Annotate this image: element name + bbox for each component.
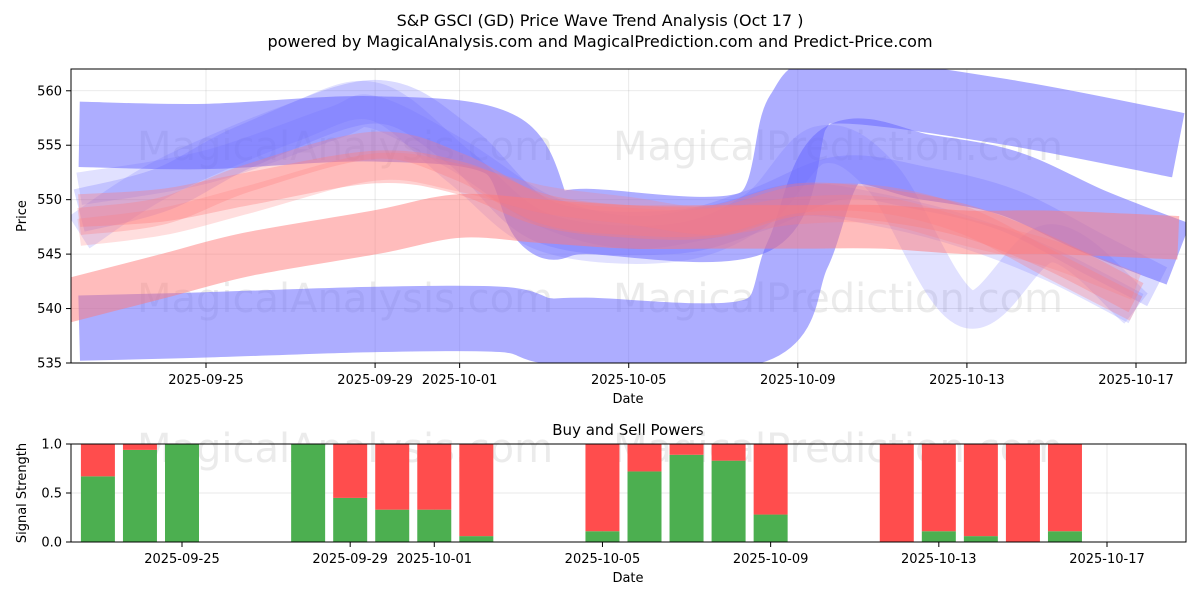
price-x-tick-label: 2025-10-09: [760, 373, 836, 388]
buy-power-bar: [711, 460, 746, 542]
sell-power-bar: [669, 444, 704, 455]
price-wave-band-blue-wave-lower: [78, 118, 1186, 363]
buy-power-bar: [165, 444, 199, 542]
power-x-tick-label: 2025-10-13: [901, 552, 977, 567]
price-panel: MagicalAnalysis.com MagicalPrediction.co…: [15, 68, 1187, 407]
sell-power-bar: [80, 444, 115, 477]
power-x-tick-label: 2025-10-17: [1069, 552, 1145, 567]
buy-power-bar: [122, 449, 157, 542]
price-x-axis: 2025-09-25 2025-09-29 2025-10-01 2025-10-05…: [168, 363, 1174, 388]
price-wave-band-red-wave-2: [78, 150, 1144, 313]
price-y-axis-label: Price: [15, 200, 30, 232]
sell-power-bar: [711, 444, 746, 461]
buy-power-bar: [753, 514, 788, 542]
price-y-tick-label: 545: [37, 248, 62, 263]
price-y-tick-label: 535: [37, 357, 62, 372]
buy-power-bar: [417, 509, 452, 542]
power-chart-title: Buy and Sell Powers: [552, 421, 704, 439]
sell-power-bar: [1047, 444, 1082, 532]
power-x-tick-label: 2025-10-01: [396, 552, 472, 567]
power-y-tick-label: 0.0: [41, 536, 62, 551]
price-x-axis-label: Date: [612, 392, 643, 407]
price-y-tick-label: 550: [37, 193, 62, 208]
sell-power-bar: [963, 444, 998, 537]
sell-power-bar: [333, 444, 368, 498]
power-x-tick-label: 2025-10-05: [565, 552, 641, 567]
price-x-tick-label: 2025-09-29: [337, 373, 413, 388]
price-x-tick-label: 2025-10-01: [422, 373, 498, 388]
price-x-tick-label: 2025-10-13: [929, 373, 1005, 388]
buy-power-bar: [459, 536, 494, 542]
buy-power-bar: [921, 531, 956, 542]
power-y-axis-label: Signal Strength: [15, 443, 30, 543]
sell-power-bar: [627, 444, 662, 472]
buy-power-bar: [333, 497, 368, 542]
chart-title: S&P GSCI (GD) Price Wave Trend Analysis …: [397, 11, 804, 30]
buy-power-bar: [669, 454, 704, 542]
sell-power-bar: [1005, 444, 1040, 542]
buy-power-bar: [1047, 531, 1082, 542]
sell-power-bar: [122, 444, 157, 450]
price-y-axis: 535 540 545 550 555 560: [37, 84, 71, 372]
power-x-tick-label: 2025-10-09: [733, 552, 809, 567]
sell-power-bar: [585, 444, 620, 532]
power-bars: [80, 444, 1082, 542]
sell-power-bar: [459, 444, 494, 537]
power-x-tick-label: 2025-09-29: [312, 552, 388, 567]
price-y-tick-label: 555: [37, 139, 62, 154]
sell-power-bar: [417, 444, 452, 510]
buy-power-bar: [80, 476, 115, 542]
price-x-tick-label: 2025-10-17: [1098, 373, 1174, 388]
buy-power-bar: [585, 531, 620, 542]
price-wave-band-red-wave-4: [77, 152, 1141, 300]
sell-power-bar: [375, 444, 410, 510]
power-x-axis: 2025-09-25 2025-09-29 2025-10-01 2025-10-05…: [144, 542, 1145, 567]
buy-power-bar: [375, 509, 410, 542]
price-y-tick-label: 560: [37, 84, 62, 99]
price-x-tick-label: 2025-09-25: [168, 373, 244, 388]
buy-power-bar: [627, 471, 662, 542]
power-panel: Buy and Sell Powers MagicalAnalysis.com …: [15, 421, 1187, 586]
power-x-axis-label: Date: [612, 571, 643, 586]
chart-subtitle: powered by MagicalAnalysis.com and Magic…: [267, 32, 932, 51]
sell-power-bar: [753, 444, 788, 515]
power-y-tick-label: 0.5: [41, 487, 62, 502]
sell-power-bar: [879, 444, 914, 542]
price-wave-band-red-wave-3: [77, 131, 1143, 321]
power-x-tick-label: 2025-09-25: [144, 552, 220, 567]
power-y-axis: 0.0 0.5 1.0: [41, 438, 71, 551]
price-wave-band-red-wave-lower: [71, 193, 1180, 323]
buy-power-bar: [291, 444, 326, 542]
price-x-tick-label: 2025-10-05: [591, 373, 667, 388]
power-y-tick-label: 1.0: [41, 438, 62, 453]
price-wave-series: [71, 69, 1186, 363]
price-y-tick-label: 540: [37, 302, 62, 317]
sell-power-bar: [921, 444, 956, 532]
buy-power-bar: [963, 536, 998, 542]
